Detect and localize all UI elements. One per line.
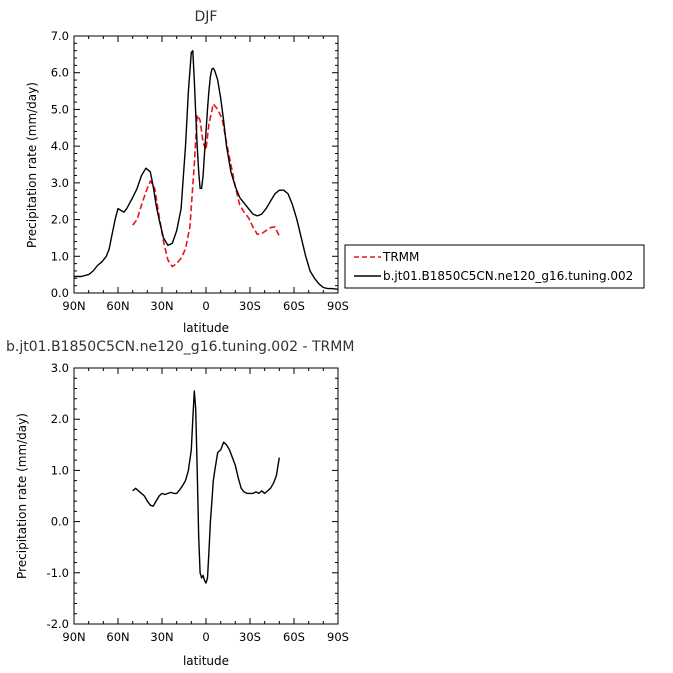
x-tick-label: 30S bbox=[239, 299, 261, 313]
chart-title-2: b.jt01.B1850C5CN.ne120_g16.tuning.002 - … bbox=[6, 339, 354, 355]
x-tick-label: 60S bbox=[283, 630, 305, 644]
plot-frame-2 bbox=[73, 367, 339, 625]
x-axis-label-2: latitude bbox=[183, 654, 229, 668]
legend-label-trmm: TRMM bbox=[382, 250, 419, 264]
x-tick-label: 30N bbox=[150, 630, 173, 644]
x-tick-label: 90N bbox=[62, 630, 85, 644]
y-tick-label: 6.0 bbox=[51, 66, 69, 80]
chart-title-1: DJF bbox=[195, 9, 218, 25]
series-line-b-jt01-b1850c5cn-ne120-g16-tuning-002 bbox=[74, 50, 339, 290]
y-tick-label: 2.0 bbox=[51, 412, 69, 426]
x-tick-label: 0 bbox=[202, 299, 209, 313]
plot-frame-1 bbox=[73, 35, 339, 294]
legend: TRMM b.jt01.B1850C5CN.ne120_g16.tuning.0… bbox=[344, 244, 645, 289]
x-tick-label: 60S bbox=[283, 299, 305, 313]
series-line-p2-0 bbox=[132, 390, 280, 584]
x-tick-label: 90S bbox=[327, 630, 349, 644]
x-tick-label: 30N bbox=[150, 299, 173, 313]
y-tick-label: 3.0 bbox=[51, 361, 69, 375]
y-tick-label: -2.0 bbox=[47, 617, 69, 631]
chart-panel-1: DJF 90N 60N 30N 0 30S 60S 90S 0.0 1.0 2.0 3.0 4.0 5.… bbox=[25, 9, 349, 335]
x-axis-label-1: latitude bbox=[183, 321, 229, 335]
y-tick-label: 7.0 bbox=[51, 29, 69, 43]
y-tick-label: -1.0 bbox=[47, 566, 69, 580]
x-tick-label: 90N bbox=[62, 299, 85, 313]
y-tick-label: 3.0 bbox=[51, 176, 69, 190]
y-tick-label: 4.0 bbox=[51, 139, 69, 153]
y-axis-label-2: Precipitation rate (mm/day) bbox=[15, 413, 29, 579]
legend-box bbox=[344, 244, 645, 289]
x-tick-label: 30S bbox=[239, 630, 261, 644]
x-tick-label: 60N bbox=[106, 299, 129, 313]
x-tick-label: 60N bbox=[106, 630, 129, 644]
chart-panel-2: b.jt01.B1850C5CN.ne120_g16.tuning.002 - … bbox=[6, 339, 354, 668]
y-tick-label: 1.0 bbox=[51, 249, 69, 263]
y-tick-label: 0.0 bbox=[51, 515, 69, 529]
y-tick-label: 2.0 bbox=[51, 213, 69, 227]
y-tick-label: 0.0 bbox=[51, 286, 69, 300]
y-tick-label: 1.0 bbox=[51, 463, 69, 477]
y-tick-label: 5.0 bbox=[51, 102, 69, 116]
y-axis-label-1: Precipitation rate (mm/day) bbox=[25, 82, 39, 248]
legend-label-model: b.jt01.B1850C5CN.ne120_g16.tuning.002 bbox=[383, 269, 633, 283]
x-tick-label: 90S bbox=[327, 299, 349, 313]
x-tick-label: 0 bbox=[202, 630, 209, 644]
